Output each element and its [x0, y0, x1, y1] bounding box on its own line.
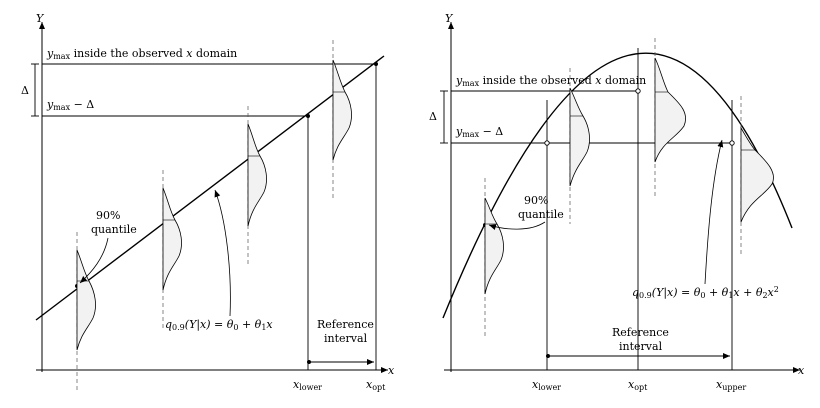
right-distribution-3 — [654, 38, 686, 196]
right-reference-interval-start — [546, 354, 550, 358]
left-ymax-minus-delta-label: ymax − Δ — [46, 98, 94, 112]
left-quantile-label-line1: 90% — [96, 209, 120, 222]
right-curve-point-xupper — [729, 140, 735, 146]
left-x-axis-label: x — [388, 364, 395, 377]
right-regression-curve — [442, 52, 793, 319]
right-reference-label-line1: Reference — [612, 326, 669, 339]
right-xupper-label: xupper — [716, 378, 746, 392]
right-distribution-1 — [484, 178, 504, 336]
left-panel: Y x Δ ymax inside the observed x domain … — [21, 12, 395, 392]
left-reference-label-line1: Reference — [317, 318, 374, 331]
left-quantile-pointer — [79, 237, 109, 284]
right-panel: Y x Δ ymax inside the observed x domain … — [429, 12, 805, 392]
left-regression-point-xopt — [374, 62, 378, 66]
left-distribution-3 — [247, 106, 267, 264]
right-delta-label: Δ — [429, 110, 437, 123]
right-curve-point-xlower — [544, 140, 550, 146]
left-reference-interval-start — [307, 360, 311, 364]
left-distribution-2 — [162, 170, 182, 330]
left-distribution-1 — [76, 232, 96, 390]
left-distribution-4 — [332, 40, 352, 198]
right-ymax-minus-delta-label: ymax − Δ — [455, 125, 503, 139]
right-reference-label-line2: interval — [619, 340, 663, 353]
left-regression-label: q0.9(Y|x) = θ0 + θ1x — [165, 318, 273, 332]
left-xopt-label: xopt — [366, 378, 386, 392]
left-y-axis-label: Y — [36, 12, 45, 25]
left-ymax-label: ymax inside the observed x domain — [46, 47, 237, 61]
left-quantile-label-line2: quantile — [91, 223, 137, 236]
left-regression-line — [35, 55, 385, 321]
right-delta-bracket — [440, 90, 448, 144]
left-xlower-label: xlower — [293, 378, 322, 392]
left-delta-label: Δ — [21, 84, 29, 97]
right-quantile-label-line2: quantile — [518, 208, 564, 221]
right-distribution-2 — [569, 68, 590, 224]
right-distribution-4 — [740, 96, 774, 254]
right-xlower-label: xlower — [532, 378, 561, 392]
right-curve-point-xopt — [635, 88, 641, 94]
left-delta-bracket — [31, 63, 39, 117]
left-reference-label-line2: interval — [324, 332, 368, 345]
right-ymax-label: ymax inside the observed x domain — [455, 74, 646, 88]
right-xopt-label: xopt — [628, 378, 648, 392]
right-quantile-label-line1: 90% — [524, 194, 548, 207]
right-regression-pointer — [704, 139, 724, 285]
left-regression-pointer — [214, 189, 231, 317]
right-quantile-pointer — [488, 221, 546, 230]
right-y-axis-label: Y — [445, 12, 454, 25]
right-x-axis-label: x — [798, 364, 805, 377]
left-regression-point-xlower — [306, 114, 310, 118]
right-regression-label: q0.9(Y|x) = θ0 + θ1x + θ2x2 — [632, 285, 779, 300]
